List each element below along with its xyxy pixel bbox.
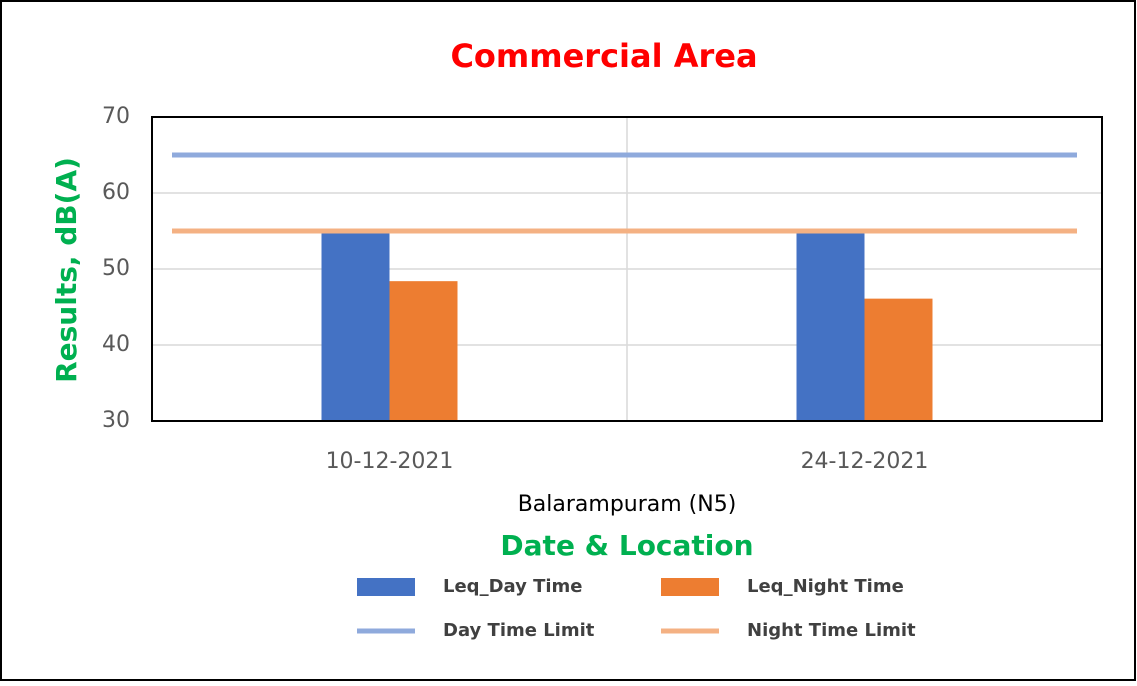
- group-label: Balarampuram (N5): [518, 492, 737, 517]
- bar: [864, 298, 933, 421]
- legend-swatch: [661, 578, 719, 596]
- legend-label: Leq_Day Time: [443, 576, 583, 597]
- y-axis-title: Results, dB(A): [50, 157, 83, 383]
- chart-title: Commercial Area: [450, 37, 757, 75]
- bar: [389, 281, 458, 421]
- y-tick-label: 50: [102, 256, 130, 281]
- y-tick-label: 40: [102, 332, 130, 357]
- legend-label: Night Time Limit: [747, 620, 916, 641]
- x-axis-title: Date & Location: [500, 529, 753, 562]
- legend-swatch: [357, 578, 415, 596]
- legend-label: Day Time Limit: [443, 620, 595, 641]
- x-tick-label: 10-12-2021: [326, 449, 454, 474]
- y-tick-label: 70: [102, 104, 130, 129]
- x-tick-label: 24-12-2021: [801, 449, 929, 474]
- y-tick-label: 60: [102, 180, 130, 205]
- bar: [321, 233, 390, 421]
- bar: [796, 230, 865, 421]
- plot-border: [151, 116, 1103, 422]
- y-tick-label: 30: [102, 408, 130, 433]
- legend-label: Leq_Night Time: [747, 576, 904, 597]
